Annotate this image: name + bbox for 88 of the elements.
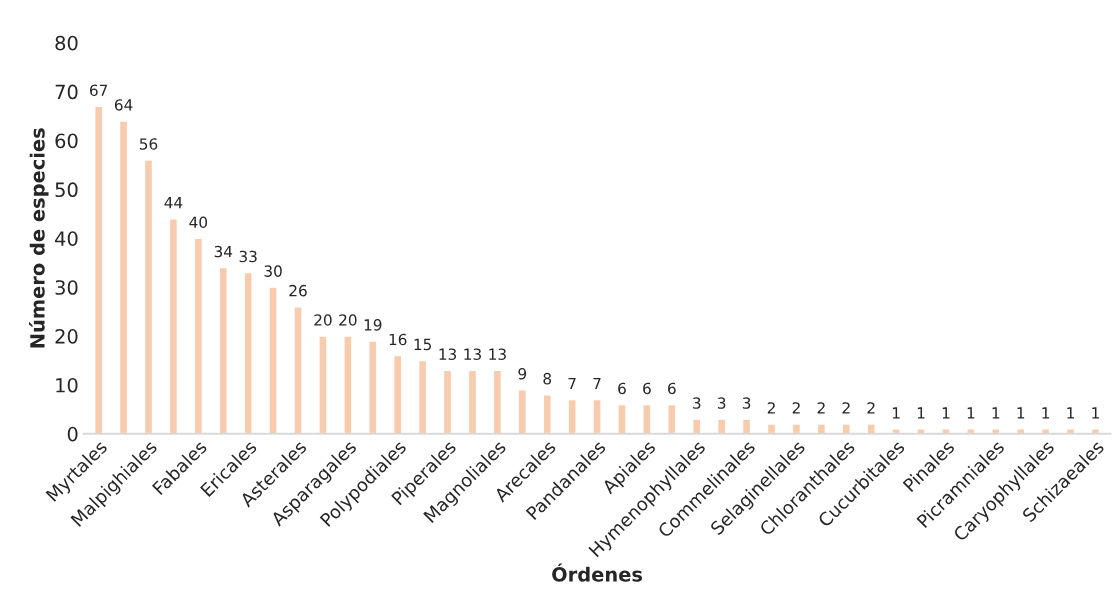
data-label: 3 (742, 397, 751, 409)
bar (393, 354, 403, 434)
data-label: 15 (414, 338, 431, 351)
y-tick-label: 50 (55, 182, 78, 198)
data-label: 16 (389, 333, 407, 346)
bar (567, 398, 577, 434)
data-label: 67 (90, 84, 108, 97)
bar (517, 389, 527, 434)
bar (692, 418, 702, 434)
data-label: 1 (1017, 407, 1025, 419)
data-label: 2 (792, 402, 800, 414)
bar (841, 423, 851, 434)
data-label: 2 (842, 402, 850, 414)
y-tick-label: 80 (55, 35, 78, 51)
data-label: 1 (1067, 407, 1074, 419)
data-label: 20 (339, 314, 357, 326)
bar (642, 403, 652, 434)
bar (218, 266, 228, 434)
bar (118, 120, 129, 434)
bar (417, 359, 428, 434)
data-label: 19 (364, 319, 382, 331)
data-label: 26 (289, 284, 307, 297)
bar (592, 398, 602, 434)
y-tick-label: 0 (67, 426, 78, 442)
data-label: 13 (439, 348, 457, 360)
bar (916, 428, 926, 434)
data-label: 2 (817, 402, 825, 414)
data-label: 30 (264, 265, 282, 277)
data-label: 8 (543, 372, 552, 385)
bar (766, 423, 777, 434)
bar (293, 306, 303, 434)
x-axis-title: Órdenes (552, 563, 643, 582)
data-label: 1 (1042, 407, 1050, 419)
y-axis-title: Número de especies (28, 128, 49, 348)
y-tick-label: 10 (56, 377, 78, 393)
bar (442, 369, 453, 434)
bar (243, 271, 253, 434)
data-label: 6 (668, 382, 676, 395)
bar (667, 403, 677, 434)
bar (368, 340, 378, 434)
bar (816, 423, 827, 434)
data-label: 13 (489, 348, 506, 360)
data-label: 2 (867, 402, 875, 414)
data-label: 1 (967, 407, 975, 419)
bar (791, 423, 802, 434)
bar (492, 369, 503, 434)
data-label: 7 (568, 377, 576, 390)
data-label: 1 (917, 407, 925, 419)
data-label: 9 (518, 367, 527, 380)
data-label: 1 (992, 407, 1000, 419)
data-label: 33 (239, 250, 257, 263)
bar (716, 418, 727, 434)
data-label: 2 (767, 402, 775, 414)
y-tick-label: 30 (55, 280, 78, 295)
y-tick-label: 20 (55, 329, 78, 344)
bar (143, 159, 154, 434)
bar (343, 335, 353, 434)
bar (866, 423, 876, 434)
data-label: 44 (164, 197, 183, 209)
y-tick-label: 70 (55, 84, 78, 100)
bar (467, 369, 478, 434)
data-label: 13 (464, 348, 481, 360)
bar (168, 218, 179, 434)
bar (966, 428, 976, 434)
bar (268, 286, 278, 434)
bar (318, 335, 328, 434)
data-label: 1 (942, 407, 950, 419)
bar (891, 428, 901, 434)
bar (93, 105, 104, 434)
data-label: 6 (618, 382, 626, 395)
bar (617, 403, 627, 434)
data-label: 34 (214, 245, 233, 258)
data-label: 6 (643, 382, 651, 395)
data-label: 40 (189, 216, 208, 228)
data-label: 3 (693, 397, 701, 409)
data-label: 3 (717, 397, 726, 409)
y-tick-label: 60 (55, 133, 78, 149)
y-tick-label: 40 (55, 231, 78, 246)
data-label: 20 (314, 314, 332, 326)
bar (741, 418, 752, 434)
bar (542, 394, 552, 434)
data-label: 64 (114, 99, 133, 111)
data-label: 7 (593, 377, 601, 390)
data-label: 1 (892, 407, 900, 419)
data-label: 1 (1092, 407, 1099, 419)
bar (193, 237, 204, 434)
data-label: 56 (139, 138, 158, 150)
bar (941, 428, 951, 434)
